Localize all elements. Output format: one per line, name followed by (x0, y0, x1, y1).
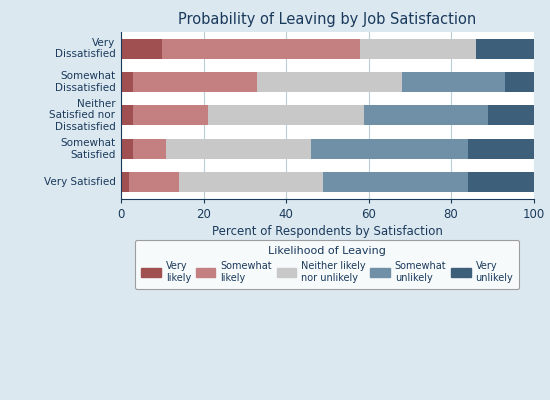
Bar (488, 106, 534, 126)
Bar (166, 139, 311, 159)
Bar (121, 139, 133, 159)
Bar (208, 106, 364, 126)
Bar (323, 172, 468, 192)
Bar (133, 72, 257, 92)
Title: Probability of Leaving by Job Satisfaction: Probability of Leaving by Job Satisfacti… (178, 12, 476, 27)
Bar (121, 172, 129, 192)
Bar (121, 72, 133, 92)
Bar (311, 139, 468, 159)
Bar (402, 72, 505, 92)
Bar (179, 172, 323, 192)
Bar (360, 39, 476, 59)
Bar (121, 106, 133, 126)
Bar (505, 72, 534, 92)
Bar (162, 39, 360, 59)
Bar (133, 139, 166, 159)
Bar (133, 106, 208, 126)
Bar (468, 172, 534, 192)
Bar (468, 139, 534, 159)
Bar (257, 72, 402, 92)
X-axis label: Percent of Respondents by Satisfaction: Percent of Respondents by Satisfaction (212, 225, 443, 238)
Bar (476, 39, 534, 59)
Bar (121, 39, 162, 59)
Legend: Very
likely, Somewhat
likely, Neither likely
nor unlikely, Somewhat
unlikely, Ve: Very likely, Somewhat likely, Neither li… (135, 240, 519, 288)
Bar (129, 172, 179, 192)
Bar (364, 106, 488, 126)
